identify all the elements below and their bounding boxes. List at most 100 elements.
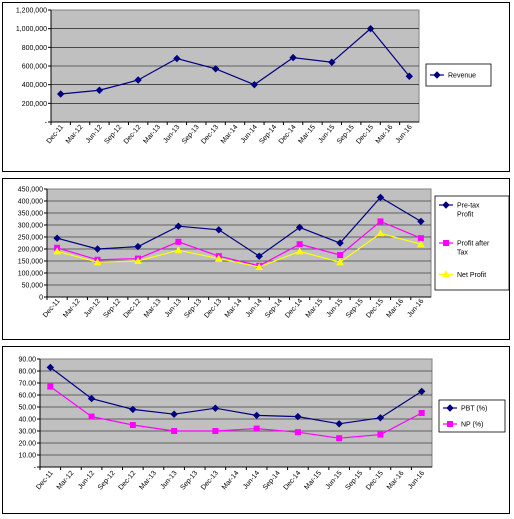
legend-label: Profit after Tax: [457, 241, 490, 257]
y-tick-label: 1,200,000: [16, 8, 47, 15]
x-tick-label: Dec-15: [365, 298, 385, 320]
data-point: [170, 410, 178, 418]
x-tick-label: Jun-13: [160, 470, 179, 491]
data-point: [171, 428, 178, 434]
data-point: [417, 240, 425, 248]
x-tick-label: Dec-11: [35, 470, 55, 491]
legend-marker: [443, 240, 449, 246]
x-tick-label: Mar-12: [65, 124, 85, 146]
series-line: [60, 27, 410, 95]
x-tick-label: Dec-11: [46, 124, 66, 145]
series-line: [49, 386, 422, 439]
x-tick-label: Sep-15: [336, 124, 356, 146]
data-point: [252, 411, 261, 420]
x-tick-label: Jun-15: [325, 470, 344, 491]
y-tick-label: 80.00: [18, 369, 36, 376]
y-tick-label: 100,000: [18, 271, 43, 278]
data-point: [46, 363, 55, 372]
y-tick-label: 70.00: [18, 381, 36, 388]
data-point: [211, 65, 220, 73]
y-tick-label: 600,000: [22, 64, 47, 71]
x-tick-label: Jun-15: [325, 298, 344, 319]
data-point: [173, 54, 181, 63]
x-tick-label: Sep-12: [97, 470, 117, 492]
y-tick-label: 200,000: [22, 101, 47, 108]
data-point: [95, 86, 104, 94]
legend-label: Revenue: [448, 73, 476, 80]
series-line: [56, 232, 422, 268]
y-tick-label: 50,000: [22, 283, 44, 290]
data-point: [93, 258, 102, 266]
x-tick-label: Dec-15: [355, 124, 375, 146]
legend-label: Pre-tax Profit: [457, 203, 480, 219]
data-point: [56, 90, 65, 98]
x-tick-label: Dec-12: [117, 470, 137, 492]
legend-marker: [433, 71, 441, 79]
data-point: [376, 193, 385, 202]
margin-chart-panel: - 10.00 20.00 30.00 40.00 50.00 60.00 70.00 80.0…: [2, 346, 510, 514]
data-point: [134, 76, 142, 84]
margin-chart: - 10.00 20.00 30.00 40.00 50.00 60.00 70.00 80.0…: [18, 357, 506, 492]
x-tick-label: Mar-12: [56, 470, 76, 492]
x-tick-label: Mar-14: [221, 470, 241, 492]
x-tick-label: Dec-12: [123, 298, 143, 320]
legend: [425, 63, 492, 87]
y-tick-label: -: [34, 465, 37, 472]
x-tick-label: Jun-14: [245, 298, 264, 319]
x-tick-label: Sep-12: [103, 124, 123, 146]
x-tick-label: Jun-14: [240, 124, 259, 145]
data-point: [335, 420, 343, 428]
x-tick-label: Jun-16: [395, 124, 414, 145]
y-tick-label: -: [45, 120, 48, 127]
x-tick-label: Dec-13: [200, 470, 220, 492]
x-tick-label: Mar-15: [297, 124, 317, 146]
x-tick-label: Dec-14: [278, 124, 298, 146]
data-point: [337, 252, 344, 258]
y-tick-label: 30.00: [18, 429, 36, 436]
y-tick-label: 350,000: [18, 211, 43, 218]
data-point: [336, 239, 344, 247]
legend-marker: [442, 201, 450, 209]
data-point: [296, 241, 303, 248]
x-tick-label: Jun-12: [85, 124, 104, 145]
data-point: [376, 229, 385, 237]
revenue-chart-panel: - 200,000 400,000 600,000 800,000 1,000,000 1,…: [2, 2, 510, 172]
data-point: [53, 234, 61, 242]
x-tick-label: Dec-11: [42, 298, 62, 319]
x-tick-label: Dec-13: [200, 124, 220, 146]
x-tick-label: Sep-13: [179, 470, 199, 492]
data-point: [129, 405, 137, 414]
x-tick-label: Dec-14: [283, 470, 303, 492]
y-tick-label: 200,000: [18, 247, 43, 254]
x-tick-label: Sep-15: [344, 470, 364, 492]
data-point: [214, 254, 223, 262]
data-point: [328, 58, 336, 66]
x-tick-label: Dec-13: [203, 298, 223, 320]
x-tick-label: Jun-16: [407, 470, 426, 491]
y-tick-label: 450,000: [18, 187, 43, 194]
legend-label: Net Profit: [457, 272, 486, 279]
x-tick-label: Jun-15: [317, 124, 336, 145]
legend-label: PBT (%): [461, 406, 487, 413]
series-line: [49, 366, 423, 425]
data-point: [417, 387, 426, 396]
y-tick-label: 400,000: [22, 82, 47, 89]
y-tick-label: 300,000: [18, 223, 43, 230]
y-tick-label: 250,000: [18, 235, 43, 242]
x-tick-label: Mar-15: [305, 298, 325, 320]
y-tick-label: 40.00: [18, 417, 36, 424]
x-tick-label: Sep-12: [102, 298, 122, 320]
data-point: [212, 428, 219, 434]
series-3: [53, 229, 425, 270]
data-point: [250, 80, 259, 89]
x-tick-label: Dec-14: [284, 298, 304, 320]
legend-marker: [447, 421, 453, 427]
data-point: [253, 425, 260, 432]
profit-chart-panel: 0 50,000 100,000 150,000 200,000 250,000 300,0…: [2, 178, 510, 340]
x-tick-label: Mar-13: [143, 298, 163, 320]
x-tick-label: Sep-15: [345, 298, 365, 320]
series-1: [53, 193, 425, 260]
x-tick-label: Mar-14: [220, 124, 240, 146]
y-tick-label: 800,000: [22, 45, 47, 52]
x-tick-label: Jun-12: [83, 298, 102, 319]
